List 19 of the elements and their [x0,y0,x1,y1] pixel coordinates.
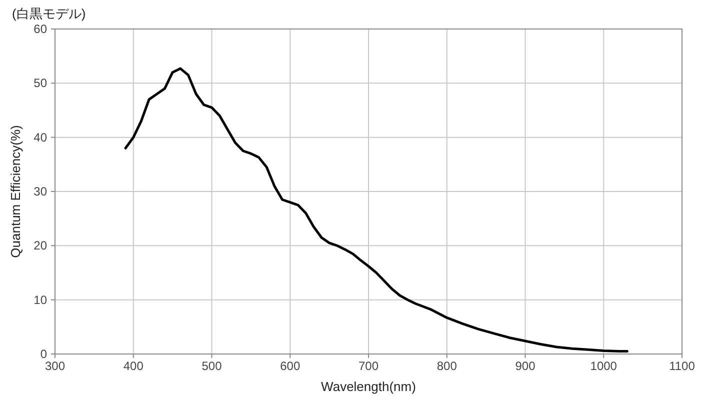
x-tick-label: 900 [515,359,536,373]
y-tick-label: 30 [34,184,48,198]
x-tick-label: 800 [436,359,458,373]
y-tick-label: 50 [34,76,48,90]
x-axis-title: Wavelength(nm) [321,379,416,394]
x-tick-label: 1000 [590,359,618,373]
x-tick-label: 300 [44,359,66,373]
y-tick-label: 20 [34,238,48,253]
x-tick-label: 600 [280,359,300,373]
y-tick-label: 40 [34,130,48,144]
x-tick-label: 500 [202,359,222,373]
y-axis-title: Quantum Efficiency(%) [8,125,23,258]
x-tick-label: 1100 [669,359,696,373]
x-tick-label: 400 [123,359,144,373]
y-tick-label: 60 [34,22,48,36]
chart-title: (白黒モデル) [12,6,86,21]
x-tick-label: 700 [358,359,379,373]
y-tick-label: 10 [34,292,48,307]
y-tick-label: 0 [40,347,48,361]
